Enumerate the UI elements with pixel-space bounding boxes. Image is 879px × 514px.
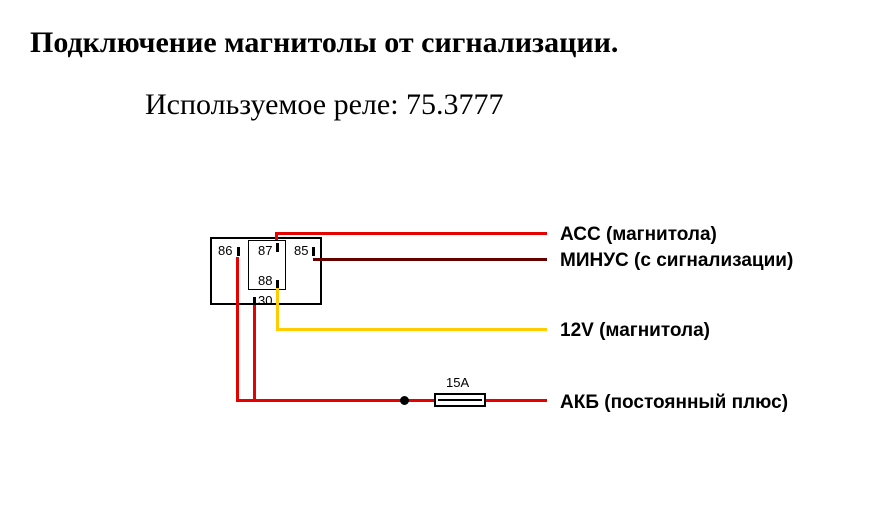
diagram-subtitle: Используемое реле: 75.3777 [145,88,504,122]
wire-akb-h2 [486,399,547,402]
relay-pin-30: 30 [258,293,272,308]
wire-12v-h [276,328,547,331]
label-acc: АСС (магнитола) [560,224,717,246]
relay-pin-87: 87 [258,243,272,258]
wire-minus-h [313,258,547,261]
wire-acc-h [275,232,547,235]
pin87-tick [276,243,279,252]
fuse-inner [438,399,482,401]
label-akb: АКБ (постоянный плюс) [560,392,788,414]
wire-akb-86v [236,257,239,402]
relay-pin-88: 88 [258,273,272,288]
relay-pin-86: 86 [218,243,232,258]
label-12v: 12V (магнитола) [560,320,710,342]
pin85-tick [312,247,315,256]
junction-dot [400,396,409,405]
wire-12v-v [276,288,279,331]
relay-pin-85: 85 [294,243,308,258]
pin86-tick [237,247,240,256]
label-minus: МИНУС (с сигнализации) [560,250,793,272]
wire-akb-30v [253,305,256,402]
diagram-title: Подключение магнитолы от сигнализации. [30,26,618,60]
fuse-label: 15A [446,375,469,390]
